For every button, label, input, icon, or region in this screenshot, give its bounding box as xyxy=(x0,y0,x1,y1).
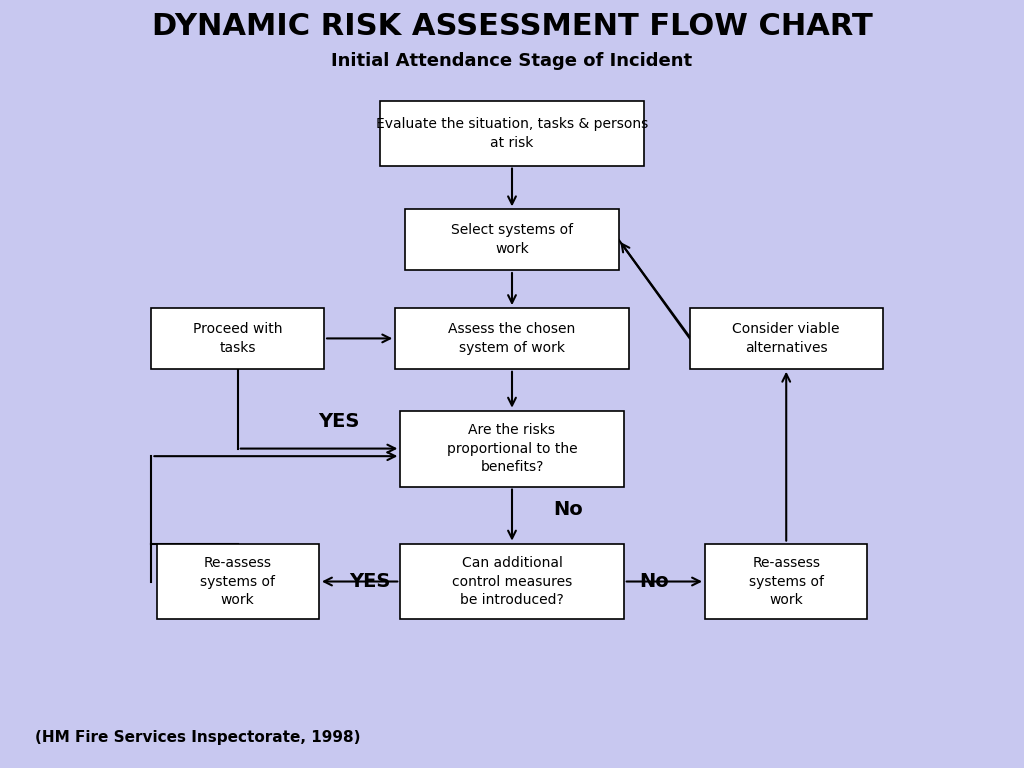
Text: Are the risks
proportional to the
benefits?: Are the risks proportional to the benefi… xyxy=(446,423,578,474)
Text: No: No xyxy=(553,500,583,519)
FancyBboxPatch shape xyxy=(705,544,867,620)
Text: Re-assess
systems of
work: Re-assess systems of work xyxy=(201,556,275,607)
FancyBboxPatch shape xyxy=(406,209,618,270)
Text: YES: YES xyxy=(349,572,390,591)
Text: Consider viable
alternatives: Consider viable alternatives xyxy=(732,323,840,355)
FancyBboxPatch shape xyxy=(690,308,883,369)
Text: Select systems of
work: Select systems of work xyxy=(451,223,573,256)
FancyBboxPatch shape xyxy=(157,544,319,620)
FancyBboxPatch shape xyxy=(400,544,624,620)
FancyBboxPatch shape xyxy=(395,308,629,369)
Text: No: No xyxy=(639,572,669,591)
Text: Can additional
control measures
be introduced?: Can additional control measures be intro… xyxy=(452,556,572,607)
Text: Initial Attendance Stage of Incident: Initial Attendance Stage of Incident xyxy=(332,52,692,70)
Text: YES: YES xyxy=(318,412,360,432)
Text: DYNAMIC RISK ASSESSMENT FLOW CHART: DYNAMIC RISK ASSESSMENT FLOW CHART xyxy=(152,12,872,41)
Text: (HM Fire Services Inspectorate, 1998): (HM Fire Services Inspectorate, 1998) xyxy=(35,730,360,745)
Text: Evaluate the situation, tasks & persons
at risk: Evaluate the situation, tasks & persons … xyxy=(376,117,648,150)
Text: Re-assess
systems of
work: Re-assess systems of work xyxy=(749,556,823,607)
Text: Assess the chosen
system of work: Assess the chosen system of work xyxy=(449,323,575,355)
FancyBboxPatch shape xyxy=(380,101,644,166)
Text: Proceed with
tasks: Proceed with tasks xyxy=(193,323,283,355)
FancyBboxPatch shape xyxy=(152,308,325,369)
FancyBboxPatch shape xyxy=(400,411,624,487)
